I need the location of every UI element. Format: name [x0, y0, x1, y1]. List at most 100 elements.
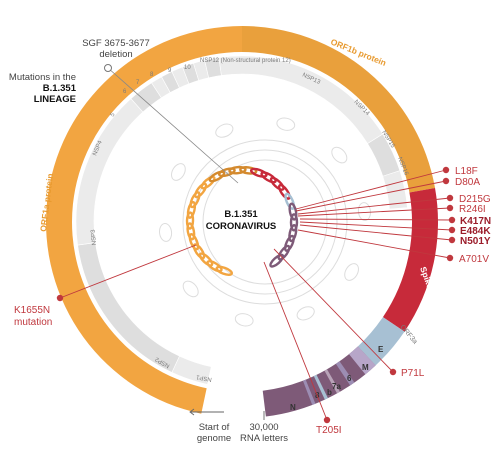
k1655n-leader — [59, 244, 197, 299]
n501y-dot — [448, 236, 456, 244]
p71l-label: P71L — [401, 368, 425, 379]
k1655n-dot — [56, 294, 64, 302]
structural-band-2 — [335, 361, 355, 386]
mutation-leader-lines — [59, 169, 453, 421]
coil-loop-17 — [260, 171, 277, 184]
start-of-genome-arrow — [189, 408, 224, 416]
coil-loop-2 — [206, 259, 223, 273]
coil-loop-18 — [269, 176, 285, 191]
orf1a-segment — [46, 26, 242, 414]
virus-spike-illustrations — [159, 117, 371, 327]
d215g-dot — [446, 194, 454, 202]
coil-loop-3 — [198, 252, 214, 267]
virus-outline-illustration — [182, 139, 348, 305]
t205i-dot — [323, 416, 331, 424]
coil-loop-11 — [200, 175, 216, 190]
lineage-label-line2: B.1.351 — [43, 83, 77, 94]
structural-gene-bands — [302, 346, 376, 405]
coil-loop-5 — [188, 233, 200, 251]
coil-loop-4 — [192, 243, 206, 260]
orf1b-segment — [242, 26, 436, 193]
virus-spike-6 — [234, 313, 254, 327]
nsp-segment-13 — [382, 170, 408, 210]
coil-loop-21 — [288, 202, 298, 221]
nsp4-label: NSP4 — [92, 139, 104, 156]
coiled-rna-strand — [185, 165, 299, 276]
structural-band-4 — [313, 374, 328, 400]
a701v-label: A701V — [459, 254, 489, 265]
spike-segment — [382, 187, 438, 332]
virus-spike-5 — [296, 306, 315, 321]
l18f-label: L18F — [455, 166, 478, 177]
structural-band-3 — [324, 369, 340, 394]
sgf-deletion-label-line1: SGF 3675-3677 — [82, 38, 150, 49]
nsp3-label: NSP3 — [91, 229, 98, 246]
virus-spike-1 — [276, 117, 296, 131]
k417n-label: K417N — [460, 216, 491, 227]
orf7b-label: b — [327, 388, 332, 397]
t205i-leader — [263, 261, 328, 421]
nsp-7-label: 7 — [136, 80, 140, 86]
e-gene-label: E — [378, 345, 384, 354]
l18f-leader — [295, 169, 447, 210]
coil-loop-1 — [215, 265, 234, 276]
nsp-5-label: 5 — [110, 111, 117, 118]
n501y-leader — [299, 224, 453, 241]
virus-spike-7 — [182, 280, 199, 298]
genome-outer-ring — [46, 26, 438, 417]
r246i-label: R246I — [459, 204, 486, 215]
d80a-leader — [295, 180, 447, 212]
p71l-leader — [273, 248, 394, 373]
coil-loop-26 — [269, 253, 285, 268]
orf3a-segment — [357, 317, 405, 366]
virus-spike-10 — [215, 123, 234, 138]
virus-spike-4 — [344, 263, 359, 281]
e484k-leader — [299, 221, 453, 231]
d80a-label: D80A — [455, 177, 480, 188]
mutation-dots — [56, 166, 456, 424]
k1655n-sub-label: mutation — [14, 317, 52, 328]
virus-spike-3 — [357, 202, 371, 222]
coil-loop-12 — [208, 170, 226, 183]
coil-loop-20 — [284, 192, 296, 210]
nsp-10-label: 10 — [184, 65, 191, 71]
center-title-line1: B.1.351 — [224, 209, 258, 220]
coil-loop-6 — [186, 222, 196, 241]
d215g-leader — [297, 197, 451, 215]
d215g-label: D215G — [459, 194, 491, 205]
nsp-6-label: 6 — [123, 89, 127, 95]
structural-band-1 — [348, 346, 376, 375]
orf6-label: 6 — [347, 374, 352, 383]
start-of-genome-line1: Start of — [199, 422, 230, 433]
n501y-label: N501Y — [460, 236, 491, 247]
a701v-leader — [297, 229, 451, 259]
genome-end-line2: RNA letters — [240, 433, 288, 444]
coil-loop-10 — [194, 182, 208, 199]
k1655n-label: K1655N — [14, 305, 50, 316]
coil-loop-13 — [217, 167, 236, 178]
sgf-deletion-marker — [104, 64, 112, 72]
r246i-dot — [446, 204, 454, 212]
coil-loop-15 — [239, 166, 258, 175]
coil-loop-9 — [189, 191, 201, 209]
k417n-leader — [299, 218, 453, 221]
nsp-9-label: 9 — [168, 68, 172, 74]
coil-loop-16 — [249, 167, 268, 178]
coil-loop-25 — [277, 244, 291, 261]
coil-loop-22 — [289, 213, 299, 232]
t205i-label: T205I — [316, 425, 342, 436]
lineage-label-line3: LINEAGE — [34, 94, 76, 105]
m-gene-label: M — [362, 363, 369, 372]
start-of-genome-line2: genome — [197, 433, 231, 444]
a701v-dot — [446, 254, 454, 262]
coil-loop-19 — [277, 183, 291, 200]
nsp12-label: NSP12 (Non-structural protein 12) — [200, 58, 291, 64]
sgf-deletion-leader — [107, 67, 239, 184]
virus-spike-8 — [159, 222, 173, 242]
e484k-dot — [448, 226, 456, 234]
sgf-deletion-label-line2: deletion — [99, 49, 132, 60]
coil-loop-24 — [283, 234, 295, 252]
n-gene-label: N — [290, 403, 296, 412]
nsp-inner-ring — [75, 55, 408, 385]
